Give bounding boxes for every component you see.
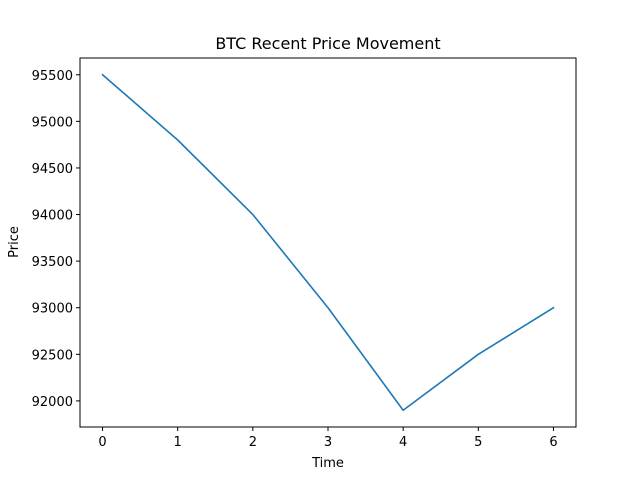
- y-tick-label: 93500: [32, 255, 73, 270]
- x-axis-label: Time: [311, 456, 344, 471]
- series-line-0: [101, 73, 555, 412]
- y-tick-label: 94000: [32, 209, 73, 224]
- y-tick-label: 92000: [32, 395, 73, 410]
- y-axis-label: Price: [7, 226, 22, 258]
- x-tick-label: 6: [549, 435, 557, 450]
- y-axis: 92000 92500 93000 93500 94000 94500 95000 95500: [32, 69, 80, 410]
- series-group: [101, 73, 555, 412]
- y-tick-label: 94500: [32, 162, 73, 177]
- y-tick-label: 93000: [32, 302, 73, 317]
- x-tick-label: 1: [174, 435, 182, 450]
- x-tick-label: 4: [399, 435, 407, 450]
- x-axis: 0 1 2 3 4 5 6: [98, 427, 558, 450]
- y-tick-label: 95500: [32, 69, 73, 84]
- x-tick-label: 5: [474, 435, 482, 450]
- x-tick-label: 0: [98, 435, 106, 450]
- x-tick-label: 2: [249, 435, 257, 450]
- y-tick-label: 95000: [32, 115, 73, 130]
- x-tick-label: 3: [324, 435, 332, 450]
- chart-title: BTC Recent Price Movement: [215, 34, 440, 53]
- y-tick-label: 92500: [32, 348, 73, 363]
- plot-area: [79, 57, 577, 428]
